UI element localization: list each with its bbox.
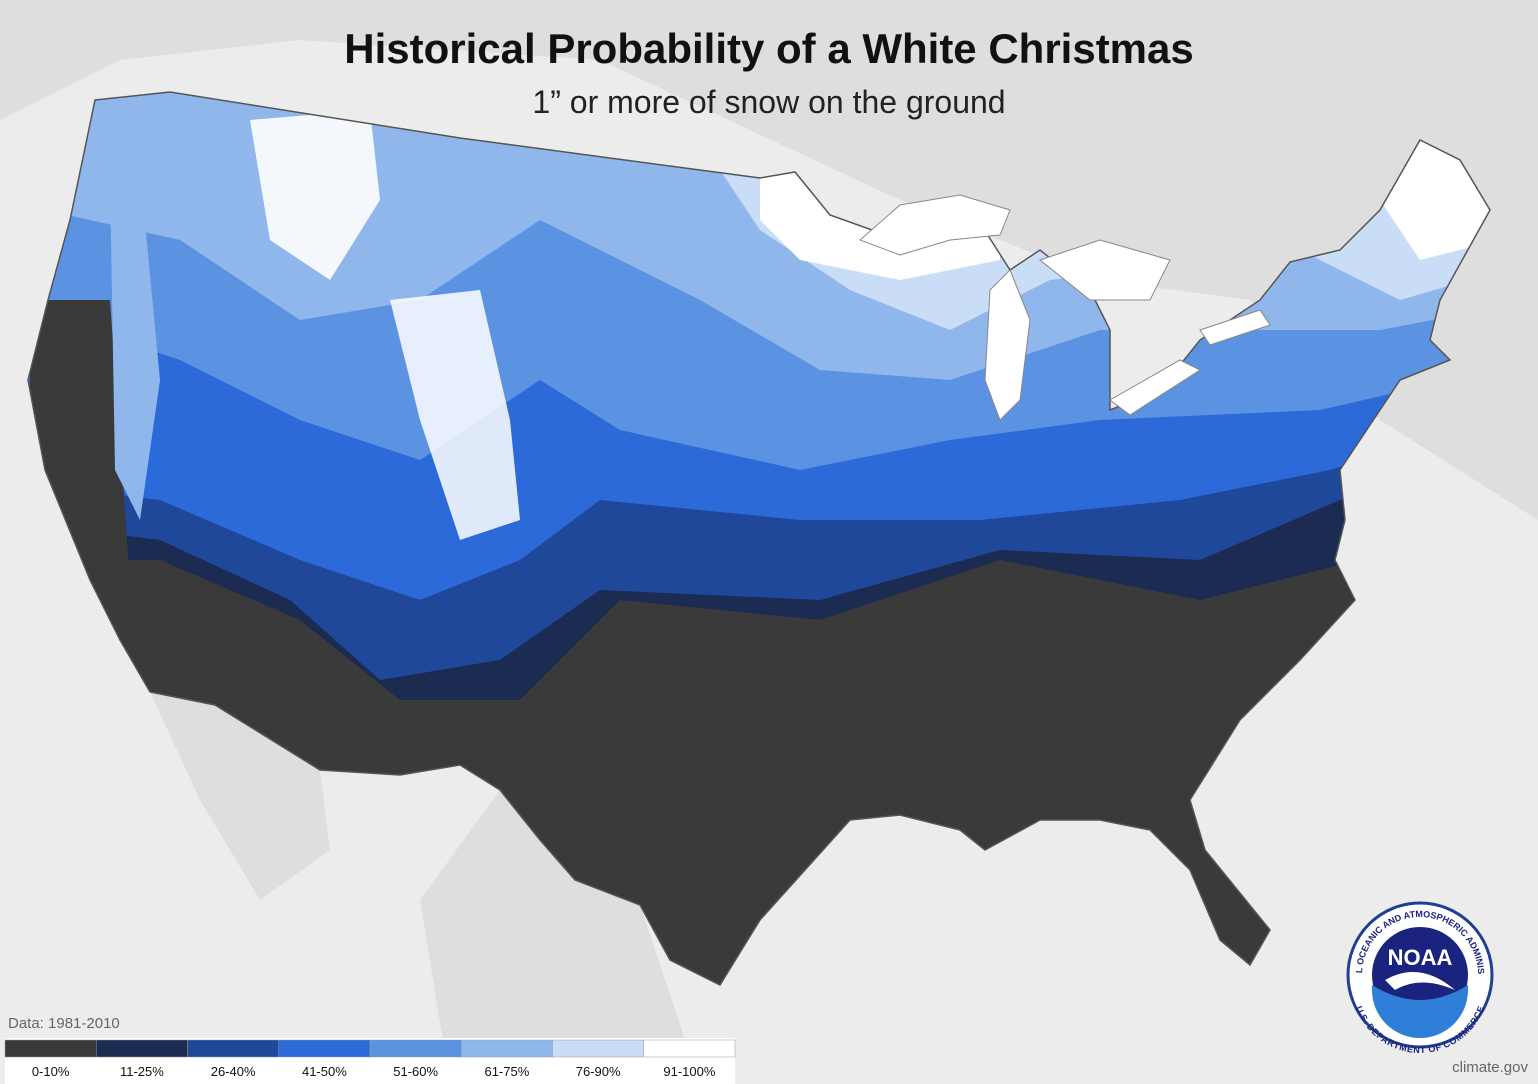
map-subtitle: 1” or more of snow on the ground xyxy=(532,84,1005,120)
legend-label: 61-75% xyxy=(484,1064,529,1079)
legend-swatch xyxy=(187,1039,279,1058)
legend-label: 51-60% xyxy=(393,1064,438,1079)
legend-swatch xyxy=(369,1039,462,1058)
legend-swatch xyxy=(552,1039,644,1058)
legend: 0-10% 11-25% 26-40% 41-50% 51-60% 61-75% 76-90… xyxy=(4,1038,736,1084)
legend-swatch xyxy=(461,1039,553,1058)
logo-text: NOAA xyxy=(1388,945,1453,970)
legend-label: 91-100% xyxy=(663,1064,715,1079)
legend-swatch xyxy=(96,1039,188,1058)
map-title: Historical Probability of a White Christ… xyxy=(344,25,1194,72)
data-note: Data: 1981-2010 xyxy=(8,1015,120,1032)
legend-label: 26-40% xyxy=(211,1064,256,1079)
credit: climate.gov xyxy=(1452,1059,1528,1076)
legend-label: 41-50% xyxy=(302,1064,347,1079)
legend-swatch xyxy=(278,1039,371,1058)
legend-label: 0-10% xyxy=(32,1064,70,1079)
legend-label: 11-25% xyxy=(120,1064,164,1079)
legend-swatch xyxy=(4,1039,97,1058)
legend-swatch xyxy=(643,1039,736,1058)
great-lakes xyxy=(859,194,1271,421)
legend-label: 76-90% xyxy=(576,1064,621,1079)
